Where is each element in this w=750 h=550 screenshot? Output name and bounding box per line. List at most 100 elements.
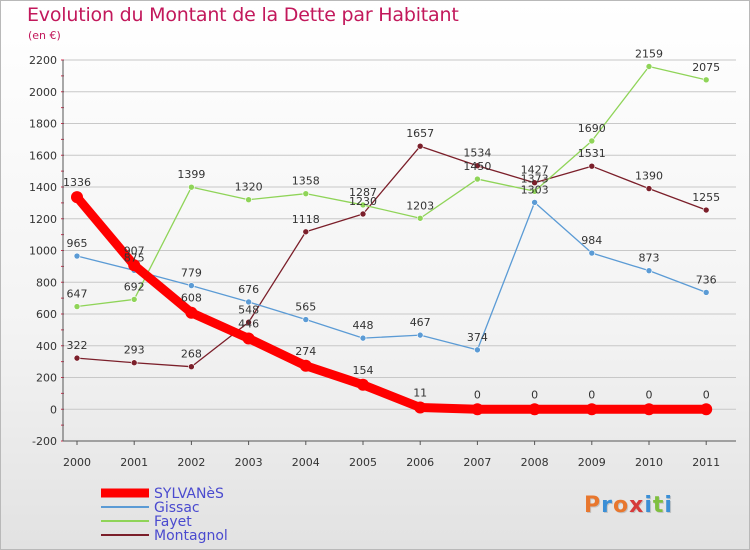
data-label: 1358 xyxy=(292,175,320,188)
data-label: 0 xyxy=(646,388,653,401)
data-label: 467 xyxy=(410,316,431,329)
y-tick-label: 800 xyxy=(36,276,57,289)
x-tick-label: 2004 xyxy=(292,456,320,469)
logo-letter: r xyxy=(601,493,613,518)
data-point xyxy=(302,316,310,323)
data-label: 2159 xyxy=(635,48,663,61)
logo-letter: i xyxy=(664,493,673,518)
x-tick-label: 2001 xyxy=(120,456,148,469)
y-tick-label: 1000 xyxy=(29,245,57,258)
data-label: 268 xyxy=(181,348,202,361)
logo-letter: i xyxy=(644,493,653,518)
logo-letter: P xyxy=(584,493,602,518)
data-label: 647 xyxy=(67,288,88,301)
data-point xyxy=(130,359,138,367)
data-point xyxy=(414,401,427,414)
data-label: 0 xyxy=(474,388,481,401)
data-label: 565 xyxy=(295,301,316,314)
x-tick-label: 2008 xyxy=(521,456,549,469)
data-label: 676 xyxy=(238,283,259,296)
chart-title: Evolution du Montant de la Dette par Hab… xyxy=(27,4,459,26)
data-point xyxy=(359,210,367,218)
data-label: 873 xyxy=(639,252,660,265)
data-label: 448 xyxy=(353,319,374,332)
data-point xyxy=(645,63,653,70)
data-point xyxy=(702,206,710,214)
data-label: 1373 xyxy=(521,172,549,185)
data-label: 1534 xyxy=(463,147,491,160)
x-tick-label: 2009 xyxy=(578,456,606,469)
data-label: 907 xyxy=(124,244,145,257)
legend-label: Fayet xyxy=(154,514,192,530)
data-point xyxy=(73,354,81,362)
series-line xyxy=(76,145,707,368)
data-point xyxy=(130,296,138,303)
legend-label: SYLVANèS xyxy=(154,486,224,502)
data-label: 1118 xyxy=(292,213,320,226)
data-label: 984 xyxy=(581,234,602,247)
series-fayet xyxy=(73,63,710,310)
data-point xyxy=(645,267,653,274)
data-point xyxy=(531,199,538,206)
data-point xyxy=(531,179,538,187)
logo-letter: x xyxy=(629,493,645,518)
data-point xyxy=(474,162,481,170)
logo-letter: o xyxy=(612,493,630,518)
data-label: 736 xyxy=(696,273,717,286)
data-point xyxy=(588,162,596,170)
series-sylvanès xyxy=(71,191,713,416)
data-point xyxy=(531,187,538,195)
data-point xyxy=(416,331,424,339)
data-point xyxy=(416,142,424,150)
data-point xyxy=(357,378,369,391)
data-point xyxy=(643,403,655,416)
data-point xyxy=(188,363,195,371)
data-label: 374 xyxy=(467,331,488,344)
data-label: 154 xyxy=(353,364,374,377)
y-tick-label: 0 xyxy=(50,403,57,416)
x-tick-label: 2010 xyxy=(635,456,663,469)
data-label: 11 xyxy=(413,387,427,400)
y-tick-label: 400 xyxy=(36,340,57,353)
x-tick-label: 2000 xyxy=(63,456,91,469)
grid-lines xyxy=(63,59,736,442)
data-label: 1427 xyxy=(521,164,549,177)
data-label: 692 xyxy=(124,280,145,293)
data-point xyxy=(185,306,198,319)
data-label: 1287 xyxy=(349,186,377,199)
data-label: 779 xyxy=(181,267,202,280)
legend-label: Montagnol xyxy=(154,528,228,544)
data-point xyxy=(528,403,541,416)
data-point xyxy=(359,334,367,342)
data-label: 0 xyxy=(588,388,595,401)
data-point xyxy=(585,403,598,416)
data-label: 1255 xyxy=(692,191,720,204)
data-point xyxy=(645,185,653,192)
data-label: 1320 xyxy=(235,181,263,194)
data-label: 2075 xyxy=(692,61,720,74)
series-line xyxy=(72,192,711,414)
data-point xyxy=(245,318,252,326)
data-point xyxy=(73,303,81,310)
logo-letter: t xyxy=(652,493,665,518)
data-point xyxy=(471,403,484,416)
data-label: 274 xyxy=(295,345,316,358)
data-point xyxy=(588,137,596,145)
data-point xyxy=(128,259,141,272)
data-label: 1531 xyxy=(578,147,606,160)
data-label: 0 xyxy=(703,388,710,401)
data-point xyxy=(302,190,310,197)
data-point xyxy=(245,298,252,306)
x-tick-label: 2011 xyxy=(692,456,720,469)
series-montagnol xyxy=(73,142,710,371)
data-label: 1336 xyxy=(63,176,91,189)
data-label: 1390 xyxy=(635,170,663,183)
data-point xyxy=(588,249,596,257)
data-point xyxy=(702,76,710,84)
legend-label: Gissac xyxy=(154,500,200,516)
y-tick-label: 2200 xyxy=(29,54,57,67)
y-tick-label: 1600 xyxy=(29,149,57,162)
data-point xyxy=(188,282,195,289)
data-point xyxy=(188,183,195,191)
